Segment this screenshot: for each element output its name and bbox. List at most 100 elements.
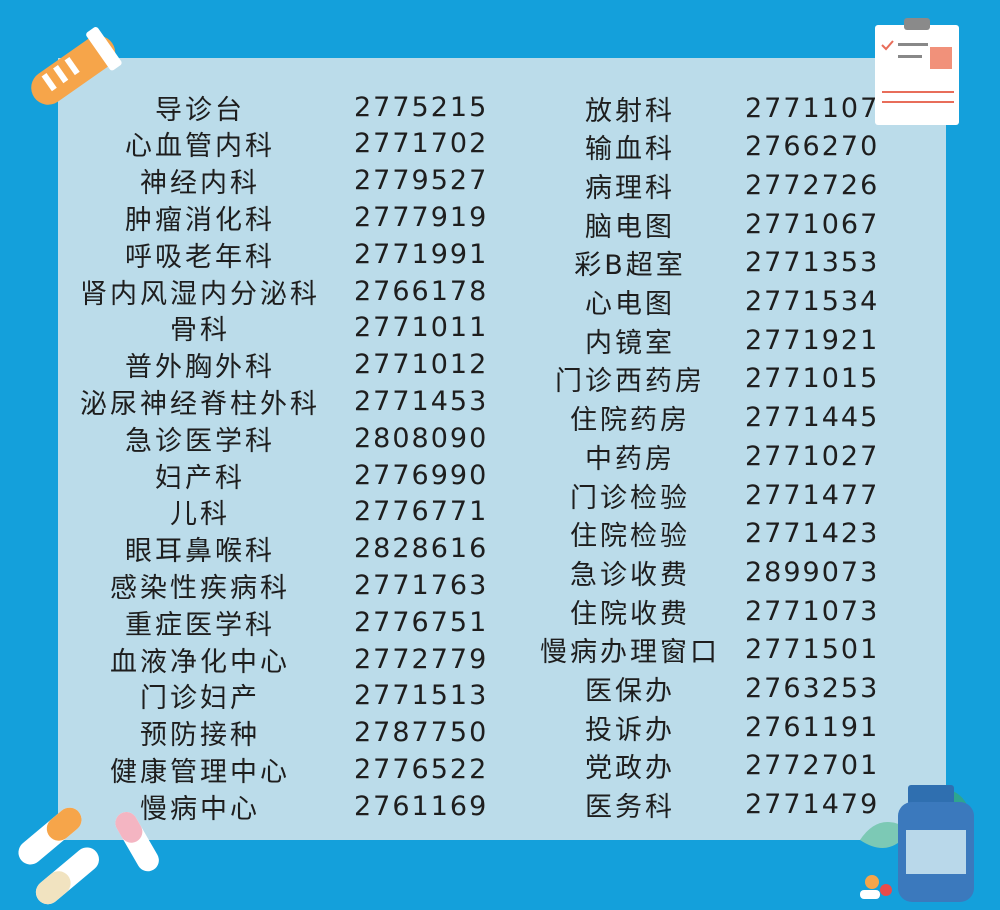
phone-number: 2771011 bbox=[354, 312, 489, 344]
phone-number: 2771353 bbox=[745, 247, 880, 279]
department-name: 住院检验 bbox=[570, 521, 690, 553]
department-name: 住院药房 bbox=[570, 405, 690, 437]
department-name: 脑电图 bbox=[585, 211, 675, 243]
directory-row: 病理科 2772726 bbox=[0, 167, 1000, 204]
department-name: 泌尿神经脊柱外科 bbox=[80, 388, 320, 420]
department-name: 预防接种 bbox=[140, 720, 260, 752]
department-name: 导诊台 bbox=[155, 94, 245, 126]
department-name: 血液净化中心 bbox=[110, 646, 290, 678]
phone-number: 2776522 bbox=[354, 753, 489, 785]
phone-number: 2771991 bbox=[354, 238, 489, 270]
directory-row: 急诊收费 2899073 bbox=[0, 554, 1000, 591]
phone-number: 2776990 bbox=[354, 459, 489, 491]
directory-row: 门诊西药房 2771015 bbox=[0, 361, 1000, 397]
directory-row: 门诊检验 2771477 bbox=[0, 477, 1000, 514]
department-name: 中药房 bbox=[585, 443, 675, 475]
phone-number: 2771107 bbox=[745, 92, 880, 124]
department-name: 骨科 bbox=[170, 315, 230, 347]
directory-row: 慢病中心 2761169 bbox=[0, 788, 1000, 825]
directory-row: 脑电图 2771067 bbox=[0, 206, 1000, 243]
directory-row: 彩B超室 2771353 bbox=[0, 245, 1000, 281]
phone-number: 2761169 bbox=[354, 790, 489, 822]
department-name: 放射科 bbox=[585, 95, 675, 127]
department-name: 心血管内科 bbox=[125, 131, 275, 163]
phone-number: 2771513 bbox=[354, 680, 489, 712]
directory-row: 重症医学科 2776751 bbox=[0, 604, 1000, 641]
department-name: 投诉办 bbox=[585, 714, 675, 746]
directory-row: 骨科 2771011 bbox=[0, 310, 1000, 346]
directory-row: 儿科 2776771 bbox=[0, 494, 1000, 530]
phone-number: 2899073 bbox=[745, 556, 880, 588]
directory-row: 住院检验 2771423 bbox=[0, 516, 1000, 552]
directory-row: 心电图 2771534 bbox=[0, 284, 1000, 320]
directory-row: 健康管理中心 2776522 bbox=[0, 751, 1000, 788]
phone-number: 2771479 bbox=[745, 789, 880, 821]
department-name: 急诊收费 bbox=[570, 559, 690, 591]
department-name: 肿瘤消化科 bbox=[125, 204, 275, 236]
department-name: 急诊医学科 bbox=[125, 425, 275, 457]
directory-row: 中药房 2771027 bbox=[0, 438, 1000, 475]
phone-number: 2775215 bbox=[354, 91, 489, 123]
medicine-bottle-icon bbox=[860, 785, 974, 902]
department-name: 心电图 bbox=[585, 289, 675, 320]
department-name: 门诊检验 bbox=[570, 482, 690, 514]
directory-row: 党政办 2772701 bbox=[0, 748, 1000, 784]
phone-number: 2771501 bbox=[745, 634, 880, 666]
directory-row: 慢病办理窗口 2771501 bbox=[0, 632, 1000, 668]
directory-row: 感染性疾病科 2771763 bbox=[0, 567, 1000, 604]
phone-number: 2777919 bbox=[354, 201, 489, 233]
department-name: 健康管理中心 bbox=[110, 756, 290, 788]
directory-row: 心血管内科 2771702 bbox=[0, 126, 1000, 162]
phone-number: 2787750 bbox=[354, 717, 489, 749]
department-name: 普外胸外科 bbox=[125, 352, 275, 384]
phone-number: 2766270 bbox=[745, 131, 880, 163]
clipboard-icon bbox=[875, 18, 959, 125]
phone-number: 2779527 bbox=[354, 165, 489, 197]
phone-number: 2771027 bbox=[745, 440, 880, 472]
directory-row: 眼耳鼻喉科 2828616 bbox=[0, 531, 1000, 567]
phone-number: 2771073 bbox=[745, 595, 880, 627]
directory-row: 门诊妇产 2771513 bbox=[0, 678, 1000, 714]
directory-row: 投诉办 2761191 bbox=[0, 709, 1000, 746]
directory-row: 输血科 2766270 bbox=[0, 129, 1000, 165]
department-name: 门诊妇产 bbox=[140, 683, 260, 715]
phone-number: 2771477 bbox=[745, 479, 880, 511]
directory-row: 肾内风湿内分泌科 2766178 bbox=[0, 273, 1000, 310]
directory-row: 泌尿神经脊柱外科 2771453 bbox=[0, 383, 1000, 420]
department-name: 党政办 bbox=[585, 753, 675, 785]
directory-row: 内镜室 2771921 bbox=[0, 322, 1000, 359]
directory-row: 普外胸外科 2771012 bbox=[0, 347, 1000, 383]
department-name: 呼吸老年科 bbox=[125, 241, 275, 273]
directory-row: 住院收费 2771073 bbox=[0, 593, 1000, 630]
directory-row: 住院药房 2771445 bbox=[0, 400, 1000, 436]
phone-number: 2771445 bbox=[745, 402, 880, 434]
directory-row: 血液净化中心 2772779 bbox=[0, 641, 1000, 678]
directory-panel bbox=[58, 58, 946, 840]
directory-row: 预防接种 2787750 bbox=[0, 715, 1000, 751]
phone-number: 2761191 bbox=[745, 711, 880, 743]
phone-number: 2776751 bbox=[354, 606, 489, 638]
phone-number: 2808090 bbox=[354, 422, 489, 454]
directory-row: 神经内科 2779527 bbox=[0, 163, 1000, 199]
directory-row: 放射科 2771107 bbox=[0, 90, 1000, 127]
department-name: 神经内科 bbox=[140, 168, 260, 200]
phone-number: 2771763 bbox=[354, 569, 489, 601]
department-name: 慢病中心 bbox=[140, 793, 260, 825]
department-name: 医保办 bbox=[585, 676, 675, 707]
phone-number: 2771067 bbox=[745, 208, 880, 240]
department-name: 妇产科 bbox=[155, 462, 245, 494]
department-name: 输血科 bbox=[585, 134, 675, 166]
department-name: 重症医学科 bbox=[125, 609, 275, 641]
department-name: 医务科 bbox=[585, 792, 675, 824]
phone-number: 2771921 bbox=[745, 324, 880, 356]
department-name: 内镜室 bbox=[585, 327, 675, 359]
directory-row: 医务科 2771479 bbox=[0, 787, 1000, 823]
phone-number: 2772779 bbox=[354, 643, 489, 675]
directory-row: 肿瘤消化科 2777919 bbox=[0, 199, 1000, 236]
directory-row: 妇产科 2776990 bbox=[0, 457, 1000, 494]
phone-number: 2772701 bbox=[745, 750, 880, 782]
phone-number: 2771012 bbox=[354, 349, 489, 381]
directory-row: 医保办 2763253 bbox=[0, 671, 1000, 707]
department-name: 住院收费 bbox=[570, 598, 690, 630]
phone-number: 2771423 bbox=[745, 518, 880, 550]
